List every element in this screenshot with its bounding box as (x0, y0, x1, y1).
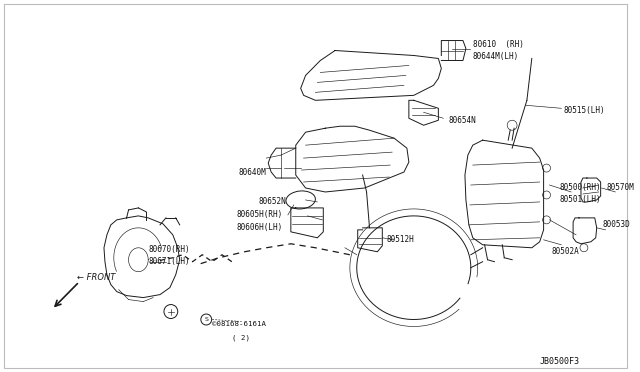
Text: 80652N: 80652N (259, 198, 286, 206)
Text: ©08168-6161A: ©08168-6161A (212, 321, 266, 327)
Text: 80606H(LH): 80606H(LH) (237, 223, 283, 232)
Text: S: S (204, 317, 208, 322)
Text: ( 2): ( 2) (232, 334, 250, 341)
Text: 80654N: 80654N (448, 116, 476, 125)
Text: ← FRONT: ← FRONT (77, 273, 116, 282)
Text: 80500(RH): 80500(RH) (559, 183, 601, 192)
Text: JB0500F3: JB0500F3 (540, 357, 580, 366)
Text: 80512H: 80512H (386, 235, 414, 244)
Text: 80515(LH): 80515(LH) (563, 106, 605, 115)
Text: 80501(LH): 80501(LH) (559, 195, 601, 205)
Text: 80610  (RH): 80610 (RH) (473, 40, 524, 49)
Text: 80644M(LH): 80644M(LH) (473, 52, 519, 61)
Text: 80502A: 80502A (552, 247, 579, 256)
Text: 80640M: 80640M (239, 167, 266, 177)
Text: 80053D: 80053D (603, 220, 630, 230)
Text: 80605H(RH): 80605H(RH) (237, 211, 283, 219)
Text: 80671(LH): 80671(LH) (148, 257, 190, 266)
Text: 80670(RH): 80670(RH) (148, 245, 190, 254)
Text: 80570M: 80570M (607, 183, 634, 192)
